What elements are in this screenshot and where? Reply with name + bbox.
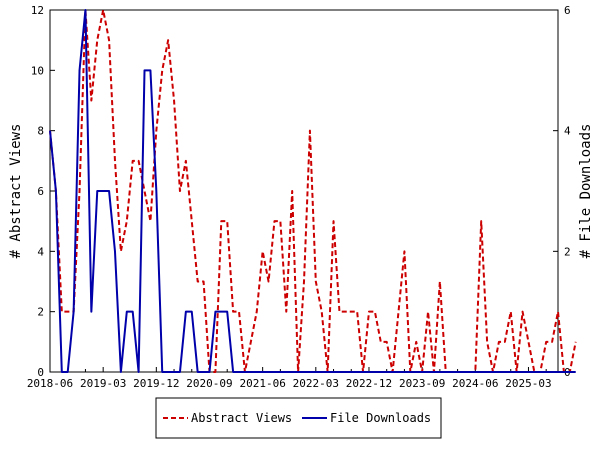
left-axis-title: # Abstract Views <box>8 124 24 259</box>
x-tick-label: 2019-12 <box>133 377 179 390</box>
x-tick-label: 2023-09 <box>399 377 445 390</box>
left-tick-label: 12 <box>31 4 44 17</box>
x-tick-label: 2025-03 <box>505 377 551 390</box>
left-tick-label: 10 <box>31 64 44 77</box>
series-layer <box>49 9 577 373</box>
right-tick-label: 6 <box>564 4 571 17</box>
left-tick-label: 4 <box>37 245 44 258</box>
left-tick-label: 0 <box>37 366 44 379</box>
x-tick-label: 2019-03 <box>80 377 126 390</box>
x-tick-label: 2018-06 <box>27 377 73 390</box>
right-tick-label: 4 <box>564 125 571 138</box>
left-axis: 0 2 4 6 8 10 12 <box>31 4 55 379</box>
right-axis-title: # File Downloads <box>578 124 594 259</box>
legend-label-abstract-views: Abstract Views <box>191 411 292 425</box>
legend-box <box>155 397 442 439</box>
series-line-file-downloads <box>49 9 576 373</box>
left-tick-label: 2 <box>37 306 44 319</box>
series-line-abstract-views <box>49 9 577 373</box>
x-tick-label: 2022-03 <box>293 377 339 390</box>
legend: Abstract Views File Downloads <box>155 397 442 439</box>
left-tick-label: 6 <box>37 185 44 198</box>
x-axis: 2018-06 2019-03 2019-12 2020-09 2021-06 2022-… <box>27 367 552 390</box>
x-tick-label: 2020-09 <box>186 377 232 390</box>
right-tick-label: 2 <box>564 245 571 258</box>
x-tick-label: 2021-06 <box>239 377 285 390</box>
x-tick-label: 2024-06 <box>452 377 498 390</box>
legend-label-file-downloads: File Downloads <box>330 411 431 425</box>
left-tick-label: 8 <box>37 125 44 138</box>
x-tick-label: 2022-12 <box>346 377 392 390</box>
